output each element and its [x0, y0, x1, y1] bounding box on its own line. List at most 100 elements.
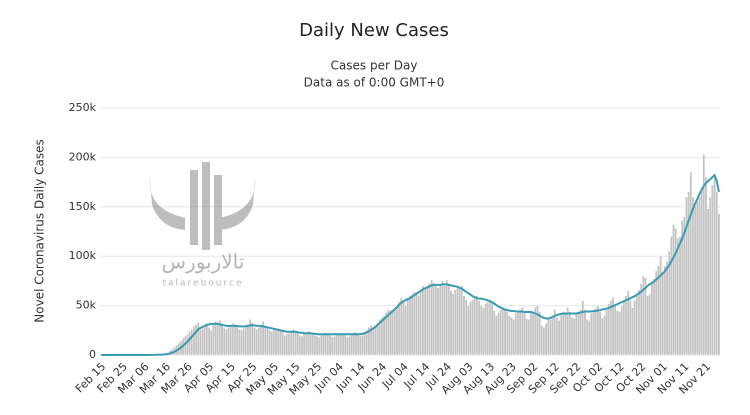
bar [685, 196, 688, 356]
bar [451, 293, 455, 356]
bar [579, 309, 582, 356]
bar [618, 311, 621, 356]
bar [693, 206, 697, 356]
bar [419, 290, 423, 356]
bar [380, 317, 384, 356]
bar [350, 334, 353, 356]
bar [521, 307, 524, 356]
bar [356, 334, 360, 356]
bar [233, 324, 237, 356]
bar [397, 301, 401, 356]
bar [592, 311, 595, 356]
bar [540, 325, 544, 356]
bar [210, 330, 213, 356]
chart-subtitle: Data as of 0:00 GMT+0 [304, 76, 445, 90]
bar [376, 322, 379, 356]
bar [192, 326, 196, 356]
bar [222, 328, 226, 356]
bar [713, 177, 716, 356]
bar [423, 287, 427, 356]
bar [678, 236, 682, 356]
bar [214, 321, 217, 356]
bar [562, 311, 565, 356]
bar [490, 301, 494, 356]
bar [203, 325, 207, 356]
bar [443, 285, 446, 356]
bar [635, 294, 639, 356]
bar [430, 279, 433, 356]
bar [328, 335, 332, 356]
bar [551, 315, 554, 356]
bar [542, 327, 546, 356]
bar [629, 299, 632, 356]
bar [408, 295, 412, 356]
bar [406, 297, 410, 356]
bar [294, 330, 297, 356]
bar [259, 325, 263, 356]
watermark-bar [190, 170, 198, 245]
bar [456, 287, 459, 356]
bar [648, 293, 652, 356]
bar [475, 295, 479, 356]
bar [324, 332, 327, 356]
bar [633, 300, 636, 356]
bar [711, 184, 714, 356]
bar [454, 289, 457, 356]
bar [631, 307, 634, 356]
bar [207, 327, 211, 356]
bar [352, 332, 356, 356]
bar [704, 177, 708, 356]
bar [536, 305, 539, 356]
bar [428, 283, 431, 356]
bar [274, 330, 278, 356]
bar [246, 324, 250, 356]
bar [480, 305, 483, 356]
bar [268, 330, 271, 356]
bar [309, 332, 312, 356]
bar [253, 327, 256, 356]
bar [279, 329, 282, 356]
bar [464, 299, 468, 356]
bar [663, 265, 667, 356]
bar [531, 313, 535, 356]
bar [503, 308, 507, 356]
bar [598, 311, 602, 356]
bar [512, 319, 515, 356]
bar [449, 290, 453, 356]
bar [529, 311, 533, 356]
bar [518, 309, 522, 356]
bar [382, 315, 386, 356]
bar [439, 283, 442, 356]
bar [212, 325, 215, 356]
bar [508, 315, 511, 356]
bar [354, 332, 358, 356]
bar [231, 323, 235, 356]
bar [525, 318, 528, 356]
bar [190, 329, 194, 356]
bar [372, 327, 375, 356]
chart-title: Daily New Cases [299, 20, 449, 41]
bar [238, 329, 241, 356]
bar [318, 337, 321, 356]
bar [672, 224, 675, 356]
bar [510, 317, 513, 356]
bar [421, 285, 425, 356]
bar [527, 319, 531, 356]
bar [305, 333, 308, 356]
bar [205, 323, 209, 356]
bar [467, 305, 470, 356]
bar [674, 228, 677, 356]
watermark: تالاربورس talarebource [149, 162, 256, 289]
bar [458, 288, 461, 356]
bar [188, 331, 191, 356]
bar [441, 280, 444, 356]
bar [572, 318, 576, 356]
bar [307, 331, 310, 356]
bar [251, 322, 254, 356]
bar [570, 317, 574, 356]
bar [220, 324, 224, 356]
bar [270, 331, 273, 356]
bar [603, 315, 606, 356]
